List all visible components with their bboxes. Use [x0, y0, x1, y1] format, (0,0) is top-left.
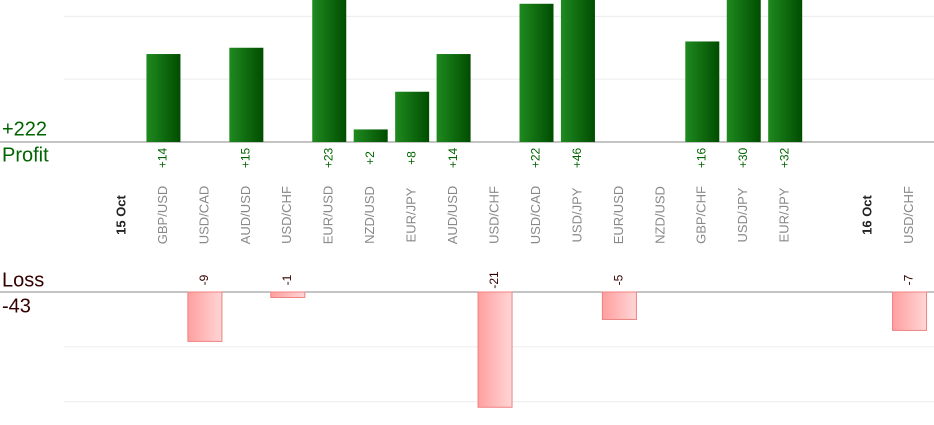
date-label: 15 Oct	[113, 194, 128, 234]
value-label: +2	[363, 151, 377, 165]
value-label: +30	[736, 147, 750, 168]
value-label: -1	[280, 274, 294, 285]
x-tick-label: GBP/USD	[155, 186, 170, 245]
loss-bar	[270, 291, 306, 298]
profit-bar	[436, 54, 471, 142]
profit-bar	[146, 54, 181, 142]
profit-bar	[353, 129, 388, 142]
profit-total: +222	[2, 118, 47, 140]
loss-bar	[477, 291, 513, 408]
x-tick-label: EUR/USD	[611, 186, 626, 245]
x-tick-label: USD/CHF	[486, 186, 501, 244]
profit-bar	[229, 47, 264, 142]
value-label: +46	[570, 147, 584, 168]
x-tick-label: USD/CAD	[196, 186, 211, 245]
x-tick-label: EUR/JPY	[404, 187, 419, 242]
x-tick-label: USD/JPY	[735, 187, 750, 242]
value-label: -7	[902, 274, 916, 285]
profit-bar	[726, 0, 761, 142]
x-tick-label: EUR/USD	[321, 186, 336, 245]
value-label: +16	[694, 147, 708, 168]
value-label: +32	[777, 147, 791, 168]
value-label: +15	[239, 147, 253, 168]
profit-bar	[395, 91, 430, 142]
x-tick-label: USD/CHF	[901, 186, 916, 244]
value-label: -9	[197, 274, 211, 285]
profit-bar	[560, 0, 595, 142]
x-tick-label: EUR/JPY	[777, 187, 792, 242]
value-label: +22	[529, 147, 543, 168]
value-label: +14	[156, 147, 170, 168]
profit-bar	[519, 3, 554, 142]
profit-label: Profit	[2, 144, 49, 166]
value-label: +14	[446, 147, 460, 168]
x-tick-label: USD/CHF	[279, 186, 294, 244]
x-tick-label: USD/JPY	[569, 187, 584, 242]
x-tick-label: GBP/CHF	[694, 186, 709, 244]
loss-bar	[187, 291, 223, 342]
x-tick-label: NZD/USD	[652, 186, 667, 244]
loss-total: -43	[2, 295, 31, 317]
value-label: -5	[612, 274, 626, 285]
value-label: +8	[404, 151, 418, 165]
loss-bar	[601, 291, 637, 320]
profit-bar	[685, 41, 720, 142]
x-tick-label: NZD/USD	[362, 186, 377, 244]
profit-bar	[312, 0, 347, 143]
x-tick-label: AUD/USD	[238, 186, 253, 245]
value-label: -21	[487, 271, 501, 289]
date-label: 16 Oct	[860, 194, 875, 234]
value-label: +23	[321, 147, 335, 168]
x-tick-label: AUD/USD	[445, 186, 460, 245]
loss-label: Loss	[2, 269, 44, 291]
loss-bar	[892, 291, 928, 331]
x-tick-label: USD/CAD	[528, 186, 543, 245]
profit-bar	[768, 0, 803, 143]
